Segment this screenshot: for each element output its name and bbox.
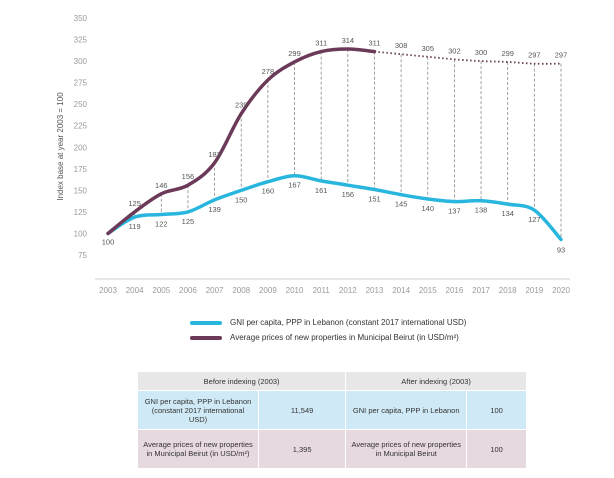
y-tick-label: 225 [74, 122, 88, 131]
y-tick-label: 150 [74, 186, 88, 195]
legend-swatch-gni [190, 320, 222, 325]
y-tick-label: 200 [74, 143, 88, 152]
data-label-gni: 137 [448, 207, 461, 216]
x-tick-label: 2016 [446, 286, 464, 295]
data-label-gni: 127 [528, 215, 541, 224]
data-label-properties: 297 [528, 51, 541, 60]
y-axis-label: Index base at year 2003 = 100 [56, 92, 65, 201]
x-tick-label: 2005 [152, 286, 170, 295]
data-label-properties: 299 [501, 49, 514, 58]
header-before-indexing: Before indexing (2003) [136, 371, 347, 391]
header-after-indexing: After indexing (2003) [345, 371, 527, 391]
y-tick-label: 275 [74, 79, 88, 88]
indexing-table: Before indexing (2003) After indexing (2… [136, 371, 527, 469]
legend-label-gni: GNI per capita, PPP in Lebanon (constant… [230, 318, 467, 327]
data-label-gni: 150 [235, 195, 248, 204]
data-label-gni: 100 [102, 237, 115, 246]
data-label-gni: 167 [288, 181, 301, 190]
x-tick-label: 2014 [392, 286, 410, 295]
data-label-properties: 182 [208, 150, 221, 159]
data-label-properties: 278 [262, 67, 275, 76]
data-label-gni: 161 [315, 186, 328, 195]
x-tick-label: 2013 [366, 286, 384, 295]
data-label-properties: 299 [288, 49, 301, 58]
x-tick-label: 2015 [419, 286, 437, 295]
gni-value-after: 100 [466, 390, 527, 430]
data-label-properties: 311 [368, 39, 380, 48]
data-label-gni: 151 [368, 195, 381, 204]
legend-label-properties: Average prices of new properties in Muni… [230, 333, 459, 342]
data-label-properties: 125 [128, 199, 141, 208]
data-label-properties: 314 [342, 36, 355, 45]
series-line-gni [106, 173, 563, 242]
x-tick-label: 2003 [99, 286, 117, 295]
line-chart: 75 100 125 150 175 200 225 250 275 300 325 350 2003 2… [56, 14, 570, 295]
data-label-properties: 300 [475, 48, 488, 57]
y-tick-label: 325 [74, 36, 88, 45]
x-tick-label: 2004 [126, 286, 144, 295]
y-tick-label: 300 [74, 57, 88, 66]
x-tick-label: 2007 [206, 286, 224, 295]
gni-label-before: GNI per capita, PPP in Lebanon (constant… [137, 390, 259, 430]
prop-label-before: Average prices of new properties in Muni… [137, 429, 259, 469]
data-label-gni: 156 [342, 190, 355, 199]
data-label-gni: 134 [501, 209, 514, 218]
data-label-properties: 308 [395, 41, 408, 50]
x-tick-label: 2017 [472, 286, 490, 295]
y-tick-label: 100 [74, 229, 88, 238]
y-tick-label: 125 [74, 208, 88, 217]
data-label-properties: 156 [182, 172, 195, 181]
legend-swatch-properties [190, 335, 222, 340]
legend-item-gni: GNI per capita, PPP in Lebanon (constant… [190, 318, 466, 327]
data-label-gni: 140 [422, 204, 435, 213]
x-tick-label: 2012 [339, 286, 357, 295]
x-tick-label: 2020 [552, 286, 570, 295]
data-label-gni: 139 [208, 205, 221, 214]
data-label-gni: 93 [557, 245, 565, 254]
x-tick-label: 2008 [232, 286, 250, 295]
legend-item-properties: Average prices of new properties in Muni… [190, 333, 459, 342]
y-tick-label: 250 [74, 100, 88, 109]
data-label-gni: 145 [395, 200, 408, 209]
table-row: GNI per capita, PPP in Lebanon (constant… [137, 390, 527, 430]
data-label-properties: 311 [315, 39, 327, 48]
prop-value-after: 100 [466, 429, 527, 469]
gni-value-before: 11,549 [257, 390, 347, 430]
x-tick-label: 2019 [525, 286, 543, 295]
table-header-row: Before indexing (2003) After indexing (2… [136, 371, 527, 391]
data-label-properties: 146 [155, 181, 168, 190]
gni-label-after: GNI per capita, PPP in Lebanon [345, 390, 468, 430]
data-label-gni: 138 [475, 206, 488, 215]
series-line-properties [106, 47, 377, 236]
data-label-properties: 239 [235, 101, 248, 110]
y-tick-label: 175 [74, 165, 88, 174]
series-line-properties-forecast [374, 50, 562, 65]
table-row: Average prices of new properties in Muni… [137, 429, 527, 469]
data-label-gni: 119 [129, 222, 141, 231]
x-tick-label: 2010 [286, 286, 304, 295]
y-tick-label: 75 [78, 251, 87, 260]
prop-value-before: 1,395 [257, 429, 347, 469]
data-label-gni: 160 [262, 187, 275, 196]
data-label-properties: 305 [422, 44, 435, 53]
data-label-gni: 122 [155, 219, 168, 228]
prop-label-after: Average prices of new properties in Muni… [345, 429, 468, 469]
x-tick-label: 2009 [259, 286, 277, 295]
x-tick-label: 2018 [499, 286, 517, 295]
y-tick-label: 350 [74, 14, 88, 23]
x-tick-label: 2011 [313, 286, 331, 295]
x-tick-label: 2006 [179, 286, 197, 295]
data-label-properties: 302 [448, 46, 461, 55]
data-label-properties: 297 [555, 51, 568, 60]
data-label-gni: 125 [182, 217, 195, 226]
